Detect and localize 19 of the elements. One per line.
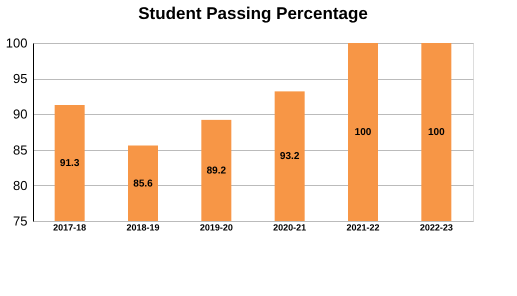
chart-title: Student Passing Percentage <box>138 4 368 23</box>
data-label: 93.2 <box>280 151 300 162</box>
x-tick-label: 2020-21 <box>273 222 306 232</box>
data-label: 85.6 <box>133 178 154 190</box>
x-tick-label: 2021-22 <box>346 222 380 232</box>
data-label: 100 <box>428 127 446 138</box>
data-label: 100 <box>354 127 372 138</box>
x-tick-label: 2017-18 <box>53 222 86 232</box>
y-tick-label: 90 <box>13 106 28 122</box>
y-tick-label: 100 <box>6 36 28 50</box>
data-label: 91.3 <box>60 158 80 169</box>
data-label: 89.2 <box>206 165 226 176</box>
y-tick-label: 80 <box>13 178 28 193</box>
y-tick-label: 85 <box>13 142 28 158</box>
y-tick-label: 95 <box>13 71 28 86</box>
x-tick-label: 2019-20 <box>200 222 233 232</box>
y-tick-label: 75 <box>13 214 28 228</box>
x-tick-label: 2018-19 <box>126 222 160 232</box>
x-tick-label: 2022-23 <box>420 222 453 232</box>
